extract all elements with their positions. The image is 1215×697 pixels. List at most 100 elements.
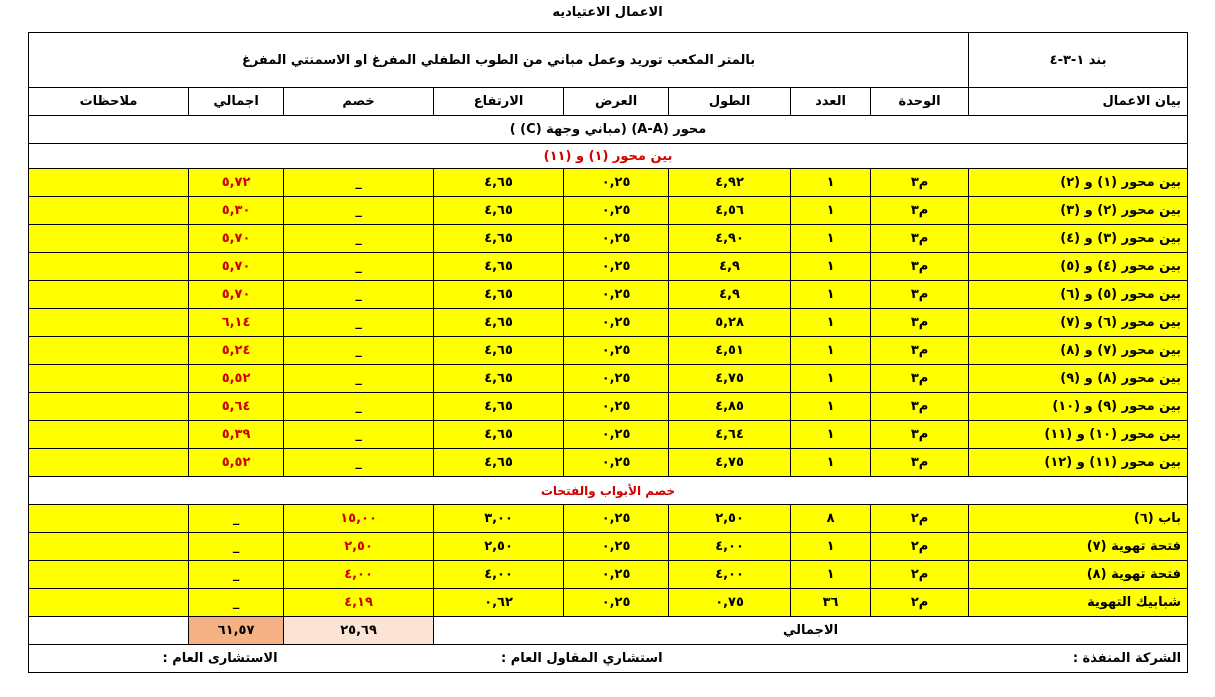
cell: _ bbox=[188, 588, 285, 617]
cell: ١ bbox=[790, 252, 872, 281]
cell: _ bbox=[283, 280, 435, 309]
notes-cell bbox=[27, 616, 190, 645]
notes-cell bbox=[27, 364, 190, 393]
cell: _ bbox=[188, 560, 285, 589]
section-title: محور (A-A) (مباني وجهة (C) ) bbox=[27, 115, 1189, 144]
cell: ٤,٦٥ bbox=[433, 224, 565, 253]
cell: ٤,٦٥ bbox=[433, 336, 565, 365]
section-row: محور (A-A) (مباني وجهة (C) ) bbox=[27, 115, 1189, 144]
subsection-title: بين محور (١) و (١١) bbox=[27, 143, 1189, 169]
bill-table: بند ١-٣-٤ بالمتر المكعب توريد وعمل مباني… bbox=[27, 32, 1189, 673]
cell: ١ bbox=[790, 448, 872, 477]
item-row: بين محور (٣) و (٤) م٣ ١ ٤,٩٠ ٠,٢٥ ٤,٦٥ _ ٥,٧٠ bbox=[27, 224, 1189, 253]
cell: ٤,٦٥ bbox=[433, 420, 565, 449]
notes-cell bbox=[27, 224, 190, 253]
cell: ١ bbox=[790, 560, 872, 589]
cell: _ bbox=[283, 420, 435, 449]
column-header: العدد bbox=[790, 87, 872, 116]
cell: ٠,٢٥ bbox=[563, 196, 670, 225]
cell: ٤,٦٥ bbox=[433, 280, 565, 309]
item-row: بين محور (١٠) و (١١) م٣ ١ ٤,٦٤ ٠,٢٥ ٤,٦٥ _ ٥,٣٩ bbox=[27, 420, 1189, 449]
footer-contractor-consultant: استشاري المقاول العام : bbox=[283, 644, 669, 673]
total-row: الاجمالي ٢٥,٦٩ ٦١,٥٧ bbox=[27, 616, 1189, 645]
notes-cell bbox=[27, 392, 190, 421]
footer-general-consultant: الاستشارى العام : bbox=[27, 644, 284, 673]
cell: ٥,٣٠ bbox=[188, 196, 285, 225]
grand-total: ٦١,٥٧ bbox=[188, 616, 285, 645]
column-header: الطول bbox=[668, 87, 792, 116]
cell: ٥,٦٤ bbox=[188, 392, 285, 421]
cell: ٤,٦٥ bbox=[433, 308, 565, 337]
cell: ٤,٠٠ bbox=[668, 532, 792, 561]
notes-cell bbox=[27, 420, 190, 449]
cell: ٠,٢٥ bbox=[563, 252, 670, 281]
column-header: الوحدة bbox=[870, 87, 970, 116]
cell: ٤,٦٥ bbox=[433, 196, 565, 225]
cell: ٤,٥١ bbox=[668, 336, 792, 365]
cell: ٤,٠٠ bbox=[283, 560, 435, 589]
notes-cell bbox=[27, 280, 190, 309]
item-row: بين محور (١١) و (١٢) م٣ ١ ٤,٧٥ ٠,٢٥ ٤,٦٥ _ ٥,٥٢ bbox=[27, 448, 1189, 477]
item-row: بين محور (٦) و (٧) م٣ ١ ٥,٢٨ ٠,٢٥ ٤,٦٥ _ ٦,١٤ bbox=[27, 308, 1189, 337]
cell: بين محور (٩) و (١٠) bbox=[968, 392, 1189, 421]
cell: م٣ bbox=[870, 168, 970, 197]
column-header: خصم bbox=[283, 87, 435, 116]
notes-cell bbox=[27, 308, 190, 337]
cell: بين محور (٤) و (٥) bbox=[968, 252, 1189, 281]
cell: م٣ bbox=[870, 224, 970, 253]
cell: ٦,١٤ bbox=[188, 308, 285, 337]
cell: ٠,٢٥ bbox=[563, 280, 670, 309]
deduction-title-row: خصم الأبواب والفتحات bbox=[27, 476, 1189, 505]
cell: ٠,٢٥ bbox=[563, 364, 670, 393]
item-row: بين محور (٥) و (٦) م٣ ١ ٤,٩ ٠,٢٥ ٤,٦٥ _ ٥,٧٠ bbox=[27, 280, 1189, 309]
column-header: اجمالي bbox=[188, 87, 285, 116]
description: بالمتر المكعب توريد وعمل مباني من الطوب … bbox=[27, 32, 970, 88]
page-title: الاعمال الاعتياديه bbox=[552, 5, 663, 20]
cell: ١٥,٠٠ bbox=[283, 504, 435, 533]
header-row: بند ١-٣-٤ بالمتر المكعب توريد وعمل مباني… bbox=[27, 32, 1189, 88]
cell: _ bbox=[283, 224, 435, 253]
item-row: فتحة تهوية (٧) م٢ ١ ٤,٠٠ ٠,٢٥ ٢,٥٠ ٢,٥٠ _ bbox=[27, 532, 1189, 561]
cell: م٣ bbox=[870, 364, 970, 393]
cell: باب (٦) bbox=[968, 504, 1189, 533]
column-header: بيان الاعمال bbox=[968, 87, 1189, 116]
notes-cell bbox=[27, 448, 190, 477]
cell: ٤,٩٢ bbox=[668, 168, 792, 197]
cell: م٣ bbox=[870, 448, 970, 477]
cell: ٥,٧٠ bbox=[188, 252, 285, 281]
cell: ٥,٢٤ bbox=[188, 336, 285, 365]
cell: فتحة تهوية (٧) bbox=[968, 532, 1189, 561]
cell: _ bbox=[188, 532, 285, 561]
cell: ٥,٢٨ bbox=[668, 308, 792, 337]
cell: ٤,٠٠ bbox=[433, 560, 565, 589]
cell: _ bbox=[283, 252, 435, 281]
cell: م٣ bbox=[870, 392, 970, 421]
cell: _ bbox=[283, 364, 435, 393]
cell: بين محور (٨) و (٩) bbox=[968, 364, 1189, 393]
notes-cell bbox=[27, 168, 190, 197]
cell: ٠,٢٥ bbox=[563, 224, 670, 253]
cell: ٢,٥٠ bbox=[283, 532, 435, 561]
cell: بين محور (٥) و (٦) bbox=[968, 280, 1189, 309]
cell: ٨ bbox=[790, 504, 872, 533]
table-body: بند ١-٣-٤ بالمتر المكعب توريد وعمل مباني… bbox=[27, 32, 1189, 673]
item-row: باب (٦) م٢ ٨ ٢,٥٠ ٠,٢٥ ٣,٠٠ ١٥,٠٠ _ bbox=[27, 504, 1189, 533]
cell: ٤,١٩ bbox=[283, 588, 435, 617]
item-row: بين محور (٧) و (٨) م٣ ١ ٤,٥١ ٠,٢٥ ٤,٦٥ _ ٥,٢٤ bbox=[27, 336, 1189, 365]
cell: م٣ bbox=[870, 336, 970, 365]
cell: ٤,٩ bbox=[668, 280, 792, 309]
cell: ١ bbox=[790, 364, 872, 393]
cell: ٠,٢٥ bbox=[563, 392, 670, 421]
cell: ٤,٦٥ bbox=[433, 392, 565, 421]
cell: ١ bbox=[790, 168, 872, 197]
item-row: بين محور (٢) و (٣) م٣ ١ ٤,٥٦ ٠,٢٥ ٤,٦٥ _ ٥,٣٠ bbox=[27, 196, 1189, 225]
total-label: الاجمالي bbox=[433, 616, 1189, 645]
cell: _ bbox=[188, 504, 285, 533]
item-row: بين محور (٩) و (١٠) م٣ ١ ٤,٨٥ ٠,٢٥ ٤,٦٥ _ ٥,٦٤ bbox=[27, 392, 1189, 421]
notes-cell bbox=[27, 196, 190, 225]
cell: ٤,٦٥ bbox=[433, 364, 565, 393]
cell: ٣٦ bbox=[790, 588, 872, 617]
cell: ٤,٦٥ bbox=[433, 252, 565, 281]
cell: بين محور (١١) و (١٢) bbox=[968, 448, 1189, 477]
